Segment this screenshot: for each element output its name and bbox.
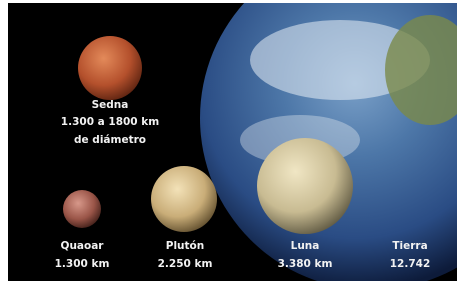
label-note: de diámetro	[74, 134, 146, 146]
sedna	[78, 36, 142, 100]
label-name: Quaoar	[61, 240, 105, 252]
scene: Sedna 1.300 a 1800 km de diámetro Quaoar…	[0, 0, 459, 287]
label-name: Luna	[291, 240, 320, 252]
label-size: 2.250 km	[158, 258, 213, 270]
quaoar	[63, 190, 101, 228]
moon	[257, 138, 353, 234]
pluto	[151, 166, 217, 232]
label-name: Sedna	[92, 99, 129, 111]
page: {"bodies": [ {"name": "Sedna", "size": "…	[0, 0, 459, 287]
label-size: 3.380 km	[278, 258, 333, 270]
label-size: 1.300 km	[55, 258, 110, 270]
label-size: 1.300 a 1800 km	[61, 116, 159, 128]
label-size: 12.742	[390, 258, 431, 270]
label-name: Plutón	[166, 240, 204, 252]
label-name: Tierra	[392, 240, 427, 252]
